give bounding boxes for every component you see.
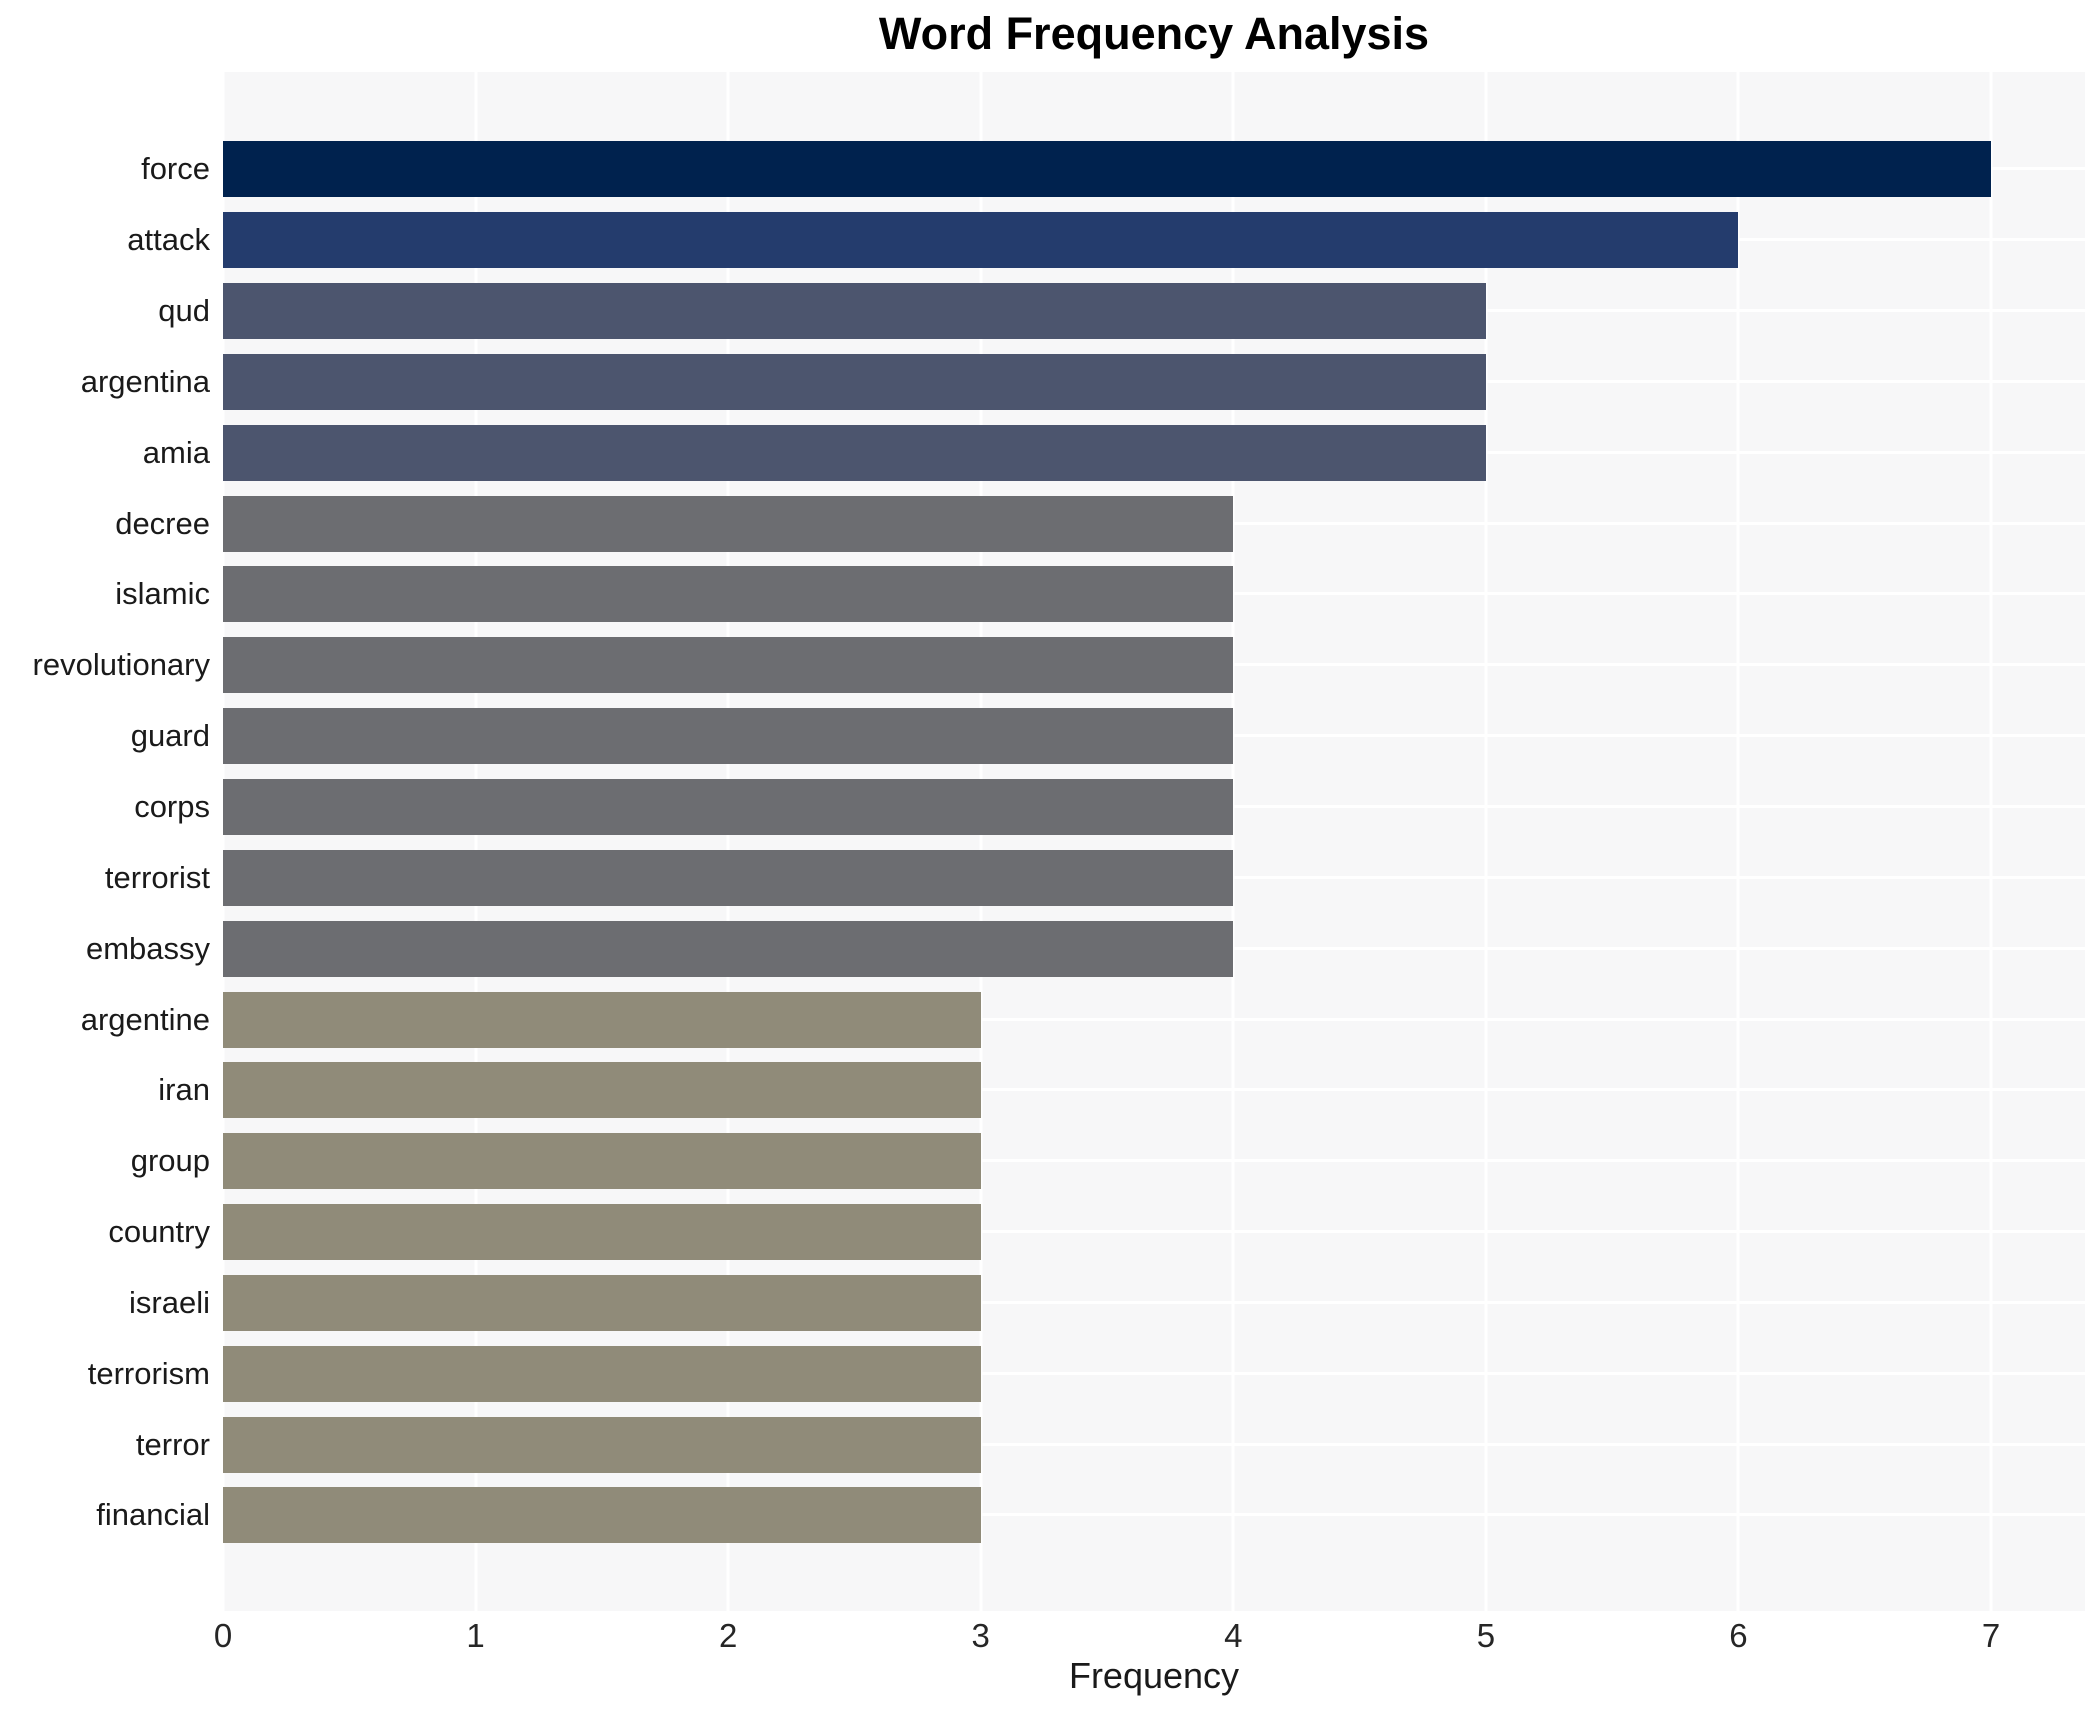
bar-decree bbox=[223, 495, 1234, 552]
x-tick-label: 1 bbox=[466, 1617, 485, 1654]
bar-israeli bbox=[223, 1274, 981, 1331]
bar-country bbox=[223, 1204, 981, 1261]
bar-row bbox=[223, 1126, 2085, 1197]
y-tick-label: country bbox=[108, 1214, 210, 1250]
bar-revolutionary bbox=[223, 637, 1234, 694]
vertical-gridline bbox=[1484, 72, 1488, 1611]
y-tick-label: amia bbox=[142, 434, 210, 470]
bar-row bbox=[223, 1197, 2085, 1268]
y-tick-label: argentina bbox=[80, 363, 210, 399]
x-tick-label: 6 bbox=[1729, 1617, 1748, 1654]
y-axis-labels: force attack qud argentina amia decree islamic… bbox=[0, 72, 210, 1611]
plot-area bbox=[221, 72, 2085, 1611]
bar-row bbox=[223, 276, 2085, 347]
y-tick-label: embassy bbox=[85, 930, 210, 966]
vertical-gridline bbox=[979, 72, 983, 1611]
bar-row bbox=[223, 772, 2085, 843]
y-tick-label: decree bbox=[115, 505, 210, 541]
horizontal-gridline bbox=[223, 1300, 2085, 1304]
bar-argentine bbox=[223, 991, 981, 1048]
y-tick-label: islamic bbox=[115, 576, 210, 612]
vertical-gridline bbox=[1736, 72, 1740, 1611]
y-tick-label: corps bbox=[134, 789, 210, 825]
bar-qud bbox=[223, 283, 1486, 340]
bar-row bbox=[223, 701, 2085, 772]
y-tick-label: attack bbox=[127, 222, 210, 258]
x-axis-label: Frequency bbox=[1068, 1655, 1240, 1696]
y-tick-label: terrorist bbox=[104, 859, 210, 895]
vertical-gridline bbox=[474, 72, 478, 1611]
bar-row bbox=[223, 630, 2085, 701]
horizontal-gridline bbox=[223, 1230, 2085, 1234]
vertical-gridline bbox=[221, 72, 225, 1611]
bar-row bbox=[223, 1268, 2085, 1339]
x-tick-label: 5 bbox=[1476, 1617, 1496, 1654]
y-tick-label: force bbox=[141, 151, 210, 187]
horizontal-gridline bbox=[223, 1017, 2085, 1021]
bar-terrorism bbox=[223, 1345, 981, 1402]
y-tick-label: israeli bbox=[129, 1284, 210, 1320]
bar-rows bbox=[223, 72, 2085, 1611]
y-tick-label: financial bbox=[96, 1497, 210, 1533]
x-tick-label: 2 bbox=[718, 1617, 738, 1654]
bar-row bbox=[223, 559, 2085, 630]
y-tick-label: guard bbox=[130, 718, 210, 754]
x-tick-label: 4 bbox=[1224, 1617, 1243, 1654]
x-axis-ticks: 0 1 2 3 4 5 6 7 bbox=[214, 1617, 2085, 1657]
bar-financial bbox=[223, 1487, 981, 1544]
bar-row bbox=[223, 205, 2085, 276]
bar-row bbox=[223, 134, 2085, 205]
y-tick-label: iran bbox=[158, 1072, 210, 1108]
bar-embassy bbox=[223, 920, 1234, 977]
bar-attack bbox=[223, 212, 1739, 269]
vertical-gridline bbox=[1231, 72, 1235, 1611]
bar-row bbox=[223, 417, 2085, 488]
horizontal-gridline bbox=[223, 1513, 2085, 1517]
bar-row bbox=[223, 984, 2085, 1055]
x-tick-label: 0 bbox=[213, 1617, 233, 1654]
bar-row bbox=[223, 347, 2085, 418]
bar-argentina bbox=[223, 353, 1486, 410]
bar-row bbox=[223, 913, 2085, 984]
bar-guard bbox=[223, 708, 1234, 765]
horizontal-gridline bbox=[223, 1371, 2085, 1375]
chart-title: Word Frequency Analysis bbox=[878, 8, 1430, 59]
y-tick-label: terrorism bbox=[87, 1355, 210, 1391]
bar-row bbox=[223, 1480, 2085, 1551]
horizontal-gridline bbox=[223, 1088, 2085, 1092]
y-tick-label: argentine bbox=[80, 1001, 210, 1037]
x-tick-label: 7 bbox=[1981, 1617, 2001, 1654]
bar-iran bbox=[223, 1062, 981, 1119]
y-tick-label: group bbox=[130, 1143, 210, 1179]
bar-terror bbox=[223, 1416, 981, 1473]
y-tick-label: qud bbox=[158, 293, 210, 329]
bar-row bbox=[223, 1055, 2085, 1126]
bar-force bbox=[223, 141, 1992, 198]
bar-row bbox=[223, 1338, 2085, 1409]
bar-corps bbox=[223, 779, 1234, 836]
y-tick-label: terror bbox=[135, 1426, 210, 1462]
bar-row bbox=[223, 842, 2085, 913]
bar-islamic bbox=[223, 566, 1234, 623]
bar-row bbox=[223, 1409, 2085, 1480]
x-tick-label: 3 bbox=[971, 1617, 990, 1654]
bar-terrorist bbox=[223, 849, 1234, 906]
vertical-gridline bbox=[726, 72, 730, 1611]
y-tick-label: revolutionary bbox=[32, 647, 210, 683]
horizontal-gridline bbox=[223, 1159, 2085, 1163]
bar-row bbox=[223, 488, 2085, 559]
bar-group bbox=[223, 1133, 981, 1190]
bar-amia bbox=[223, 424, 1486, 481]
horizontal-gridline bbox=[223, 1442, 2085, 1446]
vertical-gridline bbox=[1989, 72, 1993, 1611]
